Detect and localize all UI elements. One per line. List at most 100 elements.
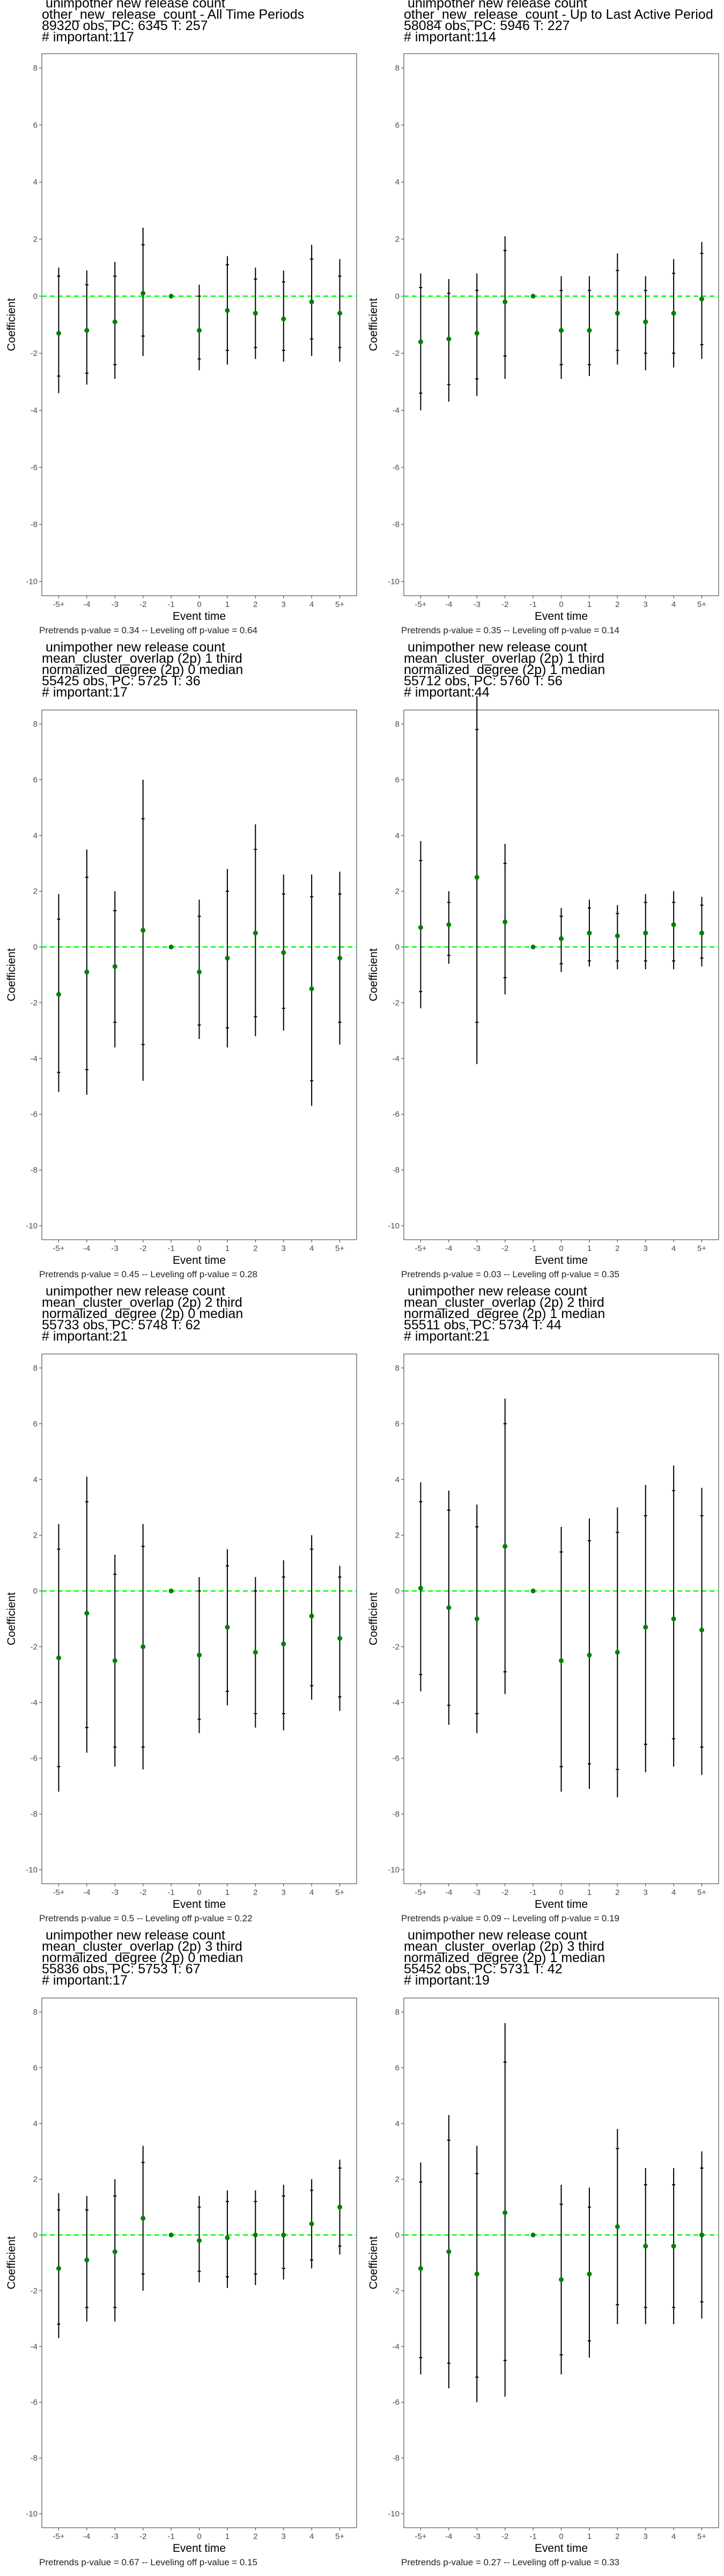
y-axis-label: Coefficient (367, 948, 380, 1001)
y-tick-label: -6 (31, 1110, 38, 1119)
x-tick-label: 3 (282, 1244, 286, 1253)
coefficient-point (699, 2233, 705, 2238)
x-tick-label: -5+ (415, 1888, 426, 1897)
chart-title-line: unimpother new release count (42, 1928, 225, 1943)
chart-title-line: 89320 obs, PC: 6345 T: 257 (42, 18, 208, 33)
chart-title-line: 55733 obs, PC: 5748 T: 62 (42, 1318, 201, 1333)
x-tick-label: -2 (501, 600, 508, 609)
coefficient-point (671, 922, 676, 927)
pvalue-caption: Pretrends p-value = 0.09 -- Leveling off… (401, 1913, 619, 1923)
x-tick-label: -1 (529, 600, 536, 609)
y-tick-label: 2 (395, 887, 400, 896)
x-tick-label: 4 (309, 2532, 314, 2541)
x-tick-label: 0 (559, 1888, 563, 1897)
x-tick-label: -3 (474, 1244, 481, 1253)
x-tick-label: 0 (197, 600, 201, 609)
chart-title-line: # important:19 (404, 1973, 490, 1988)
coefficient-point (281, 950, 286, 955)
coefficient-point (530, 945, 536, 950)
x-tick-label: 1 (225, 1888, 230, 1897)
x-tick-label: -2 (139, 1888, 146, 1897)
x-tick-label: -1 (167, 600, 174, 609)
chart-title-line: mean_cluster_overlap (2p) 2 third (42, 1295, 242, 1310)
x-tick-label: -2 (139, 600, 146, 609)
x-tick-label: -3 (112, 1888, 119, 1897)
x-tick-label: 5+ (335, 1244, 344, 1253)
y-tick-label: -4 (393, 1698, 400, 1707)
pvalue-caption: Pretrends p-value = 0.34 -- Leveling off… (39, 625, 257, 635)
chart-title-line: mean_cluster_overlap (2p) 3 third (404, 1939, 604, 1954)
chart-title-line: unimpother new release count (42, 0, 225, 11)
coefficient-point (474, 875, 479, 880)
x-tick-label: 2 (253, 600, 257, 609)
x-tick-label: 2 (253, 2532, 257, 2541)
pvalue-caption: Pretrends p-value = 0.03 -- Leveling off… (401, 1269, 619, 1279)
pvalue-caption: Pretrends p-value = 0.67 -- Leveling off… (39, 2557, 257, 2567)
coefficient-point (615, 2224, 620, 2229)
x-tick-label: -4 (83, 1244, 90, 1253)
y-tick-label: -6 (393, 1110, 400, 1119)
y-tick-label: 2 (33, 887, 38, 896)
y-tick-label: 4 (33, 2119, 38, 2128)
coefficient-point (225, 308, 230, 313)
coefficient-point (253, 311, 258, 316)
x-tick-label: 4 (309, 1888, 314, 1897)
plot-panel (403, 709, 719, 1240)
y-tick-label: -4 (31, 406, 38, 415)
y-tick-label: 2 (395, 2175, 400, 2184)
x-tick-label: 1 (587, 1244, 592, 1253)
y-tick-label: 6 (33, 1419, 38, 1429)
coefficient-point (309, 299, 314, 304)
y-tick-label: 6 (33, 121, 38, 130)
coefficient-point (615, 1650, 620, 1655)
y-tick-label: -10 (26, 2509, 38, 2519)
y-tick-label: 0 (395, 2231, 400, 2240)
event-study-panel: unimpother new release countmean_cluster… (5, 1284, 357, 1923)
x-tick-label: -4 (83, 2532, 90, 2541)
y-axis-label: Coefficient (5, 948, 18, 1001)
coefficient-point (418, 2266, 423, 2271)
x-tick-label: 4 (309, 600, 314, 609)
y-tick-label: 6 (395, 1419, 400, 1429)
y-axis-label: Coefficient (5, 1592, 18, 1645)
y-axis-label: Coefficient (5, 2236, 18, 2289)
coefficient-point (84, 2257, 90, 2263)
coefficient-point (281, 316, 286, 321)
x-tick-label: 2 (615, 2532, 619, 2541)
x-tick-label: -2 (501, 1888, 508, 1897)
event-study-panel: unimpother new release countother_new_re… (5, 0, 357, 635)
coefficient-point (671, 1616, 676, 1621)
x-tick-label: 5+ (335, 2532, 344, 2541)
x-tick-label: 4 (309, 1244, 314, 1253)
coefficient-point (253, 1650, 258, 1655)
coefficient-point (446, 922, 452, 927)
x-tick-label: -5+ (415, 1244, 426, 1253)
y-tick-label: -6 (31, 463, 38, 472)
x-tick-label: -4 (445, 1244, 452, 1253)
chart-title-line: unimpother new release count (404, 1284, 587, 1299)
event-study-panel: unimpother new release countother_new_re… (367, 0, 719, 635)
chart-title-line: 55425 obs, PC: 5725 T: 36 (42, 674, 201, 689)
coefficient-point (84, 969, 90, 975)
y-axis-label: Coefficient (367, 2236, 380, 2289)
x-axis-label: Event time (173, 1898, 226, 1911)
x-tick-label: -5+ (415, 600, 426, 609)
x-axis-label: Event time (535, 2542, 588, 2555)
x-tick-label: 0 (197, 1888, 201, 1897)
x-tick-label: 4 (671, 1888, 676, 1897)
coefficient-point (418, 339, 423, 345)
x-tick-label: -5+ (53, 2532, 64, 2541)
y-tick-label: 8 (395, 720, 400, 729)
x-tick-label: 1 (587, 1888, 592, 1897)
x-tick-label: -2 (139, 2532, 146, 2541)
y-tick-label: 4 (33, 831, 38, 840)
coefficient-point (337, 1636, 343, 1641)
coefficient-point (474, 2271, 479, 2277)
y-tick-label: -2 (393, 1642, 400, 1651)
coefficient-point (587, 328, 592, 333)
coefficient-point (168, 294, 174, 299)
y-tick-label: 2 (395, 1531, 400, 1540)
coefficient-point (503, 1543, 508, 1549)
x-tick-label: 5+ (335, 600, 344, 609)
